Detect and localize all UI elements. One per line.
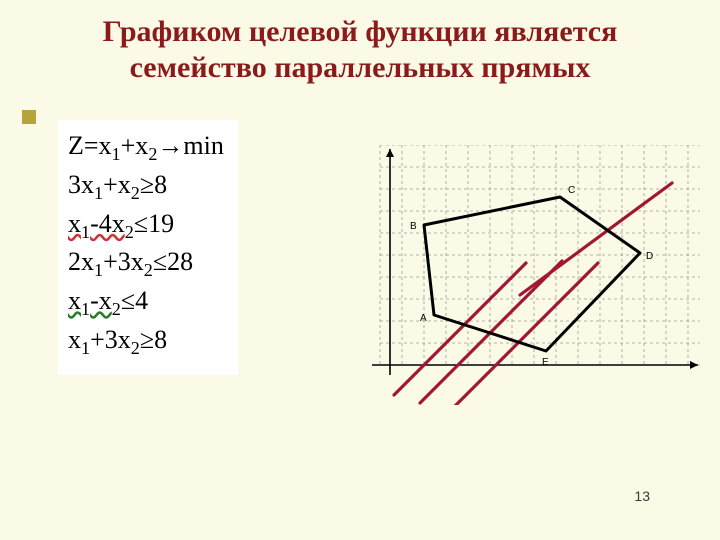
title-line2: семейство параллельных прямых — [130, 51, 591, 84]
accent-bullet — [22, 110, 36, 124]
constraint-4: x1-x2≤4 — [68, 283, 224, 322]
feasibility-chart: A B C D E — [350, 145, 700, 405]
objective-function: Z=x1+x2→min — [68, 128, 224, 167]
svg-text:D: D — [646, 251, 653, 262]
page-number: 13 — [634, 488, 650, 504]
svg-text:B: B — [410, 221, 417, 232]
title-line1: Графиком целевой функции является — [103, 15, 618, 48]
formula-block: Z=x1+x2→min3x1+x2≥8x1-4x2≤192x1+3x2≤28x1… — [58, 120, 238, 375]
svg-text:C: C — [568, 185, 575, 196]
svg-text:A: A — [420, 313, 427, 324]
svg-text:E: E — [542, 357, 549, 368]
constraint-5: x1+3x2≥8 — [68, 322, 224, 361]
constraint-2: x1-4x2≤19 — [68, 206, 224, 245]
constraint-3: 2x1+3x2≤28 — [68, 244, 224, 283]
constraint-1: 3x1+x2≥8 — [68, 167, 224, 206]
